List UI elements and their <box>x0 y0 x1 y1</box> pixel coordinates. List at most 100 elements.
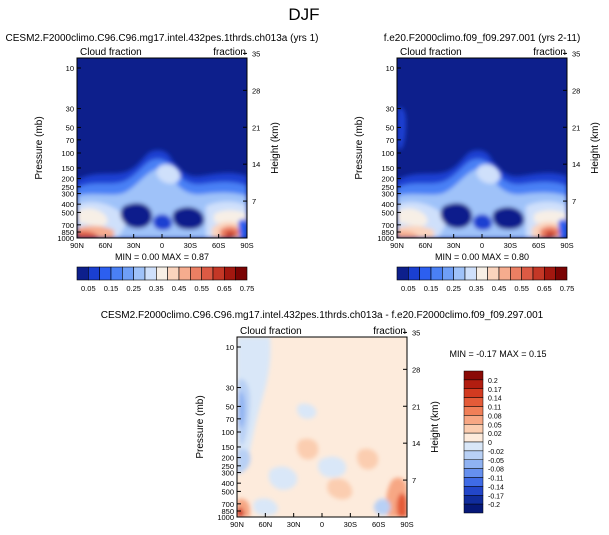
y-tick-label: 700 <box>381 221 394 230</box>
colorbar-label: 0.35 <box>469 284 484 293</box>
y-tick-label: 700 <box>221 500 234 509</box>
colorbar-label: 0.35 <box>149 284 164 293</box>
y-tick-label: 30 <box>226 384 234 393</box>
left-label: Cloud fraction <box>400 47 462 58</box>
height-tick-label: 14 <box>572 160 580 169</box>
x-tick-label: 60N <box>98 241 112 250</box>
figure-title: DJF <box>288 5 319 24</box>
colorbar-swatch <box>442 266 454 281</box>
colorbar-label: 0.05 <box>401 284 416 293</box>
x-tick-label: 60N <box>258 520 272 529</box>
height-tick-label: 21 <box>572 123 580 132</box>
colorbar-swatch <box>463 503 484 514</box>
colorbar-swatch <box>190 266 202 281</box>
y-tick-label: 50 <box>66 123 74 132</box>
colorbar-swatch <box>476 266 488 281</box>
colorbar-swatch <box>419 266 432 281</box>
colorbar-swatch <box>463 450 484 460</box>
x-tick-label: 90S <box>560 241 573 250</box>
colorbar-label: -0.2 <box>488 502 500 509</box>
height-axis: 35 28 21 14 7 <box>563 49 580 206</box>
colorbar-swatch <box>178 266 191 281</box>
colorbar-swatch <box>487 266 500 281</box>
colorbar-swatch <box>156 266 168 281</box>
height-tick-label: 14 <box>252 160 260 169</box>
x-tick-label: 30S <box>344 520 357 529</box>
y-tick-label: 150 <box>221 443 234 452</box>
colorbar-swatch <box>167 266 180 281</box>
y-tick-label: 30 <box>66 105 74 114</box>
x-tick-label: 90N <box>70 241 84 250</box>
colorbar-label: 0.25 <box>446 284 461 293</box>
y-tick-label: 250 <box>381 183 394 192</box>
panel-title: CESM2.F2000climo.C96.C96.mg17.intel.432p… <box>6 33 319 44</box>
height-tick-label: 28 <box>412 365 420 374</box>
colorbar-label: 0.65 <box>217 284 232 293</box>
y-tick-label: 200 <box>61 175 74 184</box>
x-tick-label: 30N <box>127 241 141 250</box>
panel-title: f.e20.F2000climo.f09_f09.297.001 (yrs 2-… <box>384 33 581 44</box>
height-tick-label: 21 <box>412 402 420 411</box>
colorbar-swatch <box>463 441 484 452</box>
y-tick-label: 400 <box>61 200 74 209</box>
y-tick-label: 850 <box>61 228 74 237</box>
colorbar: 0.05 0.15 0.25 0.35 0.45 0.55 0.65 0.75 <box>396 266 574 293</box>
x-tick-label: 30S <box>504 241 517 250</box>
height-tick-label: 35 <box>412 328 420 337</box>
height-tick-label: 21 <box>252 123 260 132</box>
y-tick-label: 250 <box>221 462 234 471</box>
y-tick-label: 1000 <box>377 234 394 243</box>
colorbar-swatch <box>453 266 466 281</box>
y-tick-label: 10 <box>386 64 394 73</box>
y-tick-label: 70 <box>226 415 234 424</box>
x-tick-label: 0 <box>320 520 324 529</box>
x-tick-label: 90N <box>230 520 244 529</box>
height-tick-label: 35 <box>572 49 580 58</box>
colorbar-swatch <box>463 432 484 443</box>
y-tick-label: 100 <box>221 428 234 437</box>
heatmap-field <box>77 58 247 238</box>
y-tick-label: 300 <box>221 469 234 478</box>
colorbar-label: -0.08 <box>488 467 504 474</box>
x-tick-label: 30N <box>447 241 461 250</box>
y-axis-label: Pressure (mb) <box>354 116 365 179</box>
colorbar-swatch <box>463 424 484 434</box>
x-tick-label: 90S <box>240 241 253 250</box>
y-tick-label: 70 <box>66 136 74 145</box>
colorbar-label: 0.15 <box>424 284 439 293</box>
y-tick-label: 10 <box>226 343 234 352</box>
x-tick-label: 30S <box>184 241 197 250</box>
colorbar-swatch <box>212 266 225 281</box>
colorbar-swatch <box>463 397 484 407</box>
colorbar-swatch <box>110 266 123 281</box>
min-max-label: MIN = 0.00 MAX = 0.87 <box>115 252 209 262</box>
colorbar-label: -0.02 <box>488 449 504 456</box>
height-axis: 35 28 21 14 7 <box>243 49 260 206</box>
colorbar-swatch <box>144 266 157 281</box>
right-label: fraction <box>213 47 246 58</box>
left-label: Cloud fraction <box>240 326 302 337</box>
x-tick-label: 60S <box>372 520 385 529</box>
panel-title: CESM2.F2000climo.C96.C96.mg17.intel.432p… <box>101 310 544 321</box>
heatmap-field <box>397 58 567 238</box>
colorbar-label: 0.45 <box>492 284 507 293</box>
colorbar-label: 0.14 <box>488 396 502 403</box>
colorbar-swatch <box>463 370 484 381</box>
colorbar-swatch <box>201 266 214 281</box>
colorbar-swatch <box>464 266 477 281</box>
colorbar-label: 0 <box>488 440 492 447</box>
colorbar-swatch <box>463 459 484 469</box>
height-tick-label: 14 <box>412 439 420 448</box>
colorbar-label: 0.55 <box>194 284 209 293</box>
colorbar-swatch <box>235 266 248 281</box>
colorbar-swatch <box>463 477 484 487</box>
colorbar-label: 0.65 <box>537 284 552 293</box>
y-tick-label: 500 <box>221 487 234 496</box>
x-tick-label: 60N <box>418 241 432 250</box>
y-tick-label: 400 <box>381 200 394 209</box>
colorbar-swatch <box>521 266 534 281</box>
y-tick-label: 250 <box>61 183 74 192</box>
